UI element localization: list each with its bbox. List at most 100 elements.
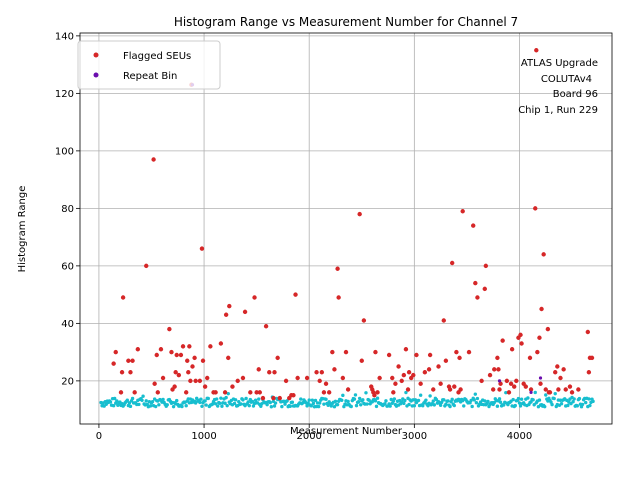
x-tick-label: 4000 — [507, 431, 532, 442]
flagged-seu-point — [242, 309, 248, 315]
baseline-point — [111, 404, 116, 408]
y-axis-label: Histogram Range — [17, 186, 28, 273]
baseline-point — [349, 404, 353, 409]
flagged-seu-point — [252, 295, 257, 300]
baseline-point — [533, 390, 537, 395]
baseline-point — [537, 398, 542, 402]
baseline-point — [444, 402, 448, 407]
baseline-point — [161, 397, 165, 402]
flagged-seu-point — [528, 387, 534, 392]
baseline-point — [108, 400, 113, 404]
flagged-seu-point — [393, 381, 398, 386]
baseline-point — [333, 399, 338, 404]
baseline-point — [265, 402, 269, 407]
flagged-seu-point — [496, 367, 501, 372]
flagged-seu-point — [205, 375, 210, 381]
baseline-point — [418, 393, 423, 397]
baseline-point — [373, 399, 378, 403]
baseline-point — [470, 404, 474, 409]
x-axis-ticks: 0 1000 2000 3000 4000 — [96, 424, 532, 442]
baseline-point — [153, 404, 158, 409]
flagged-seu-point — [427, 352, 433, 358]
run-annotation: ATLAS Upgrade COLUTAv4 Board 96 Chip 1, … — [518, 58, 598, 116]
flagged-seu-point — [154, 352, 159, 358]
baseline-point — [588, 403, 592, 408]
legend-label-repeat-bin: Repeat Bin — [123, 71, 177, 82]
flagged-seu-point — [482, 286, 487, 292]
baseline-point — [392, 397, 397, 401]
baseline-point — [374, 404, 379, 409]
flagged-seu-point — [186, 370, 191, 375]
flagged-seu-point — [335, 266, 340, 271]
baseline-point — [309, 404, 314, 408]
grid — [80, 33, 612, 424]
flagged-seu-point — [190, 364, 195, 369]
x-tick-label: 1000 — [191, 431, 216, 442]
flagged-seu-point — [518, 332, 523, 338]
flagged-seu-point — [509, 347, 515, 352]
flagged-seu-point — [457, 355, 462, 361]
baseline-point — [384, 399, 388, 403]
flagged-seu-point — [193, 378, 198, 384]
baseline-point — [244, 396, 248, 401]
baseline-point — [324, 397, 328, 401]
y-tick-label: 100 — [55, 146, 74, 157]
flagged-seu-point — [359, 358, 364, 363]
baseline-points — [99, 390, 595, 409]
baseline-point — [473, 392, 478, 396]
baseline-point — [198, 400, 202, 405]
baseline-point — [365, 402, 369, 406]
flagged-seu-point — [152, 381, 157, 386]
legend: Flagged SEUs Repeat Bin — [77, 40, 221, 90]
baseline-point — [416, 398, 421, 403]
baseline-point — [268, 400, 273, 405]
baseline-point — [403, 398, 407, 403]
flagged-seu-point — [475, 295, 480, 300]
flagged-seu-point — [304, 375, 310, 381]
flagged-seu-point — [202, 384, 208, 389]
baseline-point — [591, 399, 595, 404]
baseline-point — [432, 403, 437, 407]
flagged-seu-point — [471, 223, 476, 228]
legend-box — [77, 40, 221, 90]
baseline-point — [450, 397, 454, 402]
flagged-seu-point — [447, 387, 453, 392]
baseline-point — [434, 397, 439, 402]
x-tick-label: 3000 — [402, 431, 427, 442]
baseline-point — [359, 403, 363, 407]
flagged-seu-point — [272, 370, 277, 375]
flagged-seu-point — [372, 393, 377, 398]
repeat-bin-point — [538, 376, 543, 380]
chart-title: Histogram Range vs Measurement Number fo… — [174, 15, 518, 29]
baseline-point — [531, 398, 535, 402]
flagged-seu-point — [183, 390, 189, 395]
flagged-seu-point — [222, 390, 228, 395]
baseline-point — [128, 404, 133, 409]
baseline-point — [157, 403, 161, 407]
flagged-seu-point — [514, 378, 519, 384]
flagged-seu-point — [483, 263, 489, 269]
baseline-point — [246, 400, 250, 404]
x-tick-label: 2000 — [296, 431, 321, 442]
baseline-point — [511, 397, 515, 402]
flagged-seu-point — [561, 367, 566, 372]
flagged-seu-point — [495, 355, 500, 361]
baseline-point — [513, 403, 517, 408]
baseline-point — [502, 403, 506, 407]
flagged-seu-point — [539, 306, 544, 312]
x-axis-label: Measurement Number — [290, 426, 403, 437]
y-tick-label: 80 — [61, 204, 74, 215]
flagged-seu-point — [208, 344, 213, 349]
baseline-point — [219, 396, 223, 400]
baseline-point — [452, 403, 456, 408]
baseline-point — [206, 396, 210, 401]
flagged-seu-point — [130, 358, 135, 363]
baseline-point — [200, 404, 204, 409]
baseline-point — [438, 403, 443, 408]
baseline-point — [247, 403, 251, 408]
baseline-point — [572, 397, 576, 401]
flagged-seu-point — [431, 387, 436, 392]
flagged-seu-point — [321, 390, 327, 395]
baseline-point — [335, 402, 340, 407]
